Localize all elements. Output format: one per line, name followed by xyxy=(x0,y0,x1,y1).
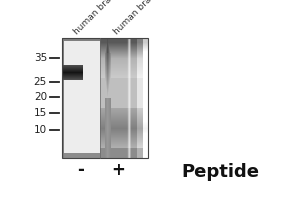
Text: -: - xyxy=(78,161,84,179)
Text: 25: 25 xyxy=(34,77,47,87)
Text: human brain: human brain xyxy=(72,0,119,36)
Text: 15: 15 xyxy=(34,108,47,118)
Text: Peptide: Peptide xyxy=(181,163,259,181)
Text: 35: 35 xyxy=(34,53,47,63)
Text: +: + xyxy=(111,161,125,179)
Text: human brain: human brain xyxy=(112,0,159,36)
Text: 10: 10 xyxy=(34,125,47,135)
Text: 20: 20 xyxy=(34,92,47,102)
Bar xyxy=(62,38,148,158)
